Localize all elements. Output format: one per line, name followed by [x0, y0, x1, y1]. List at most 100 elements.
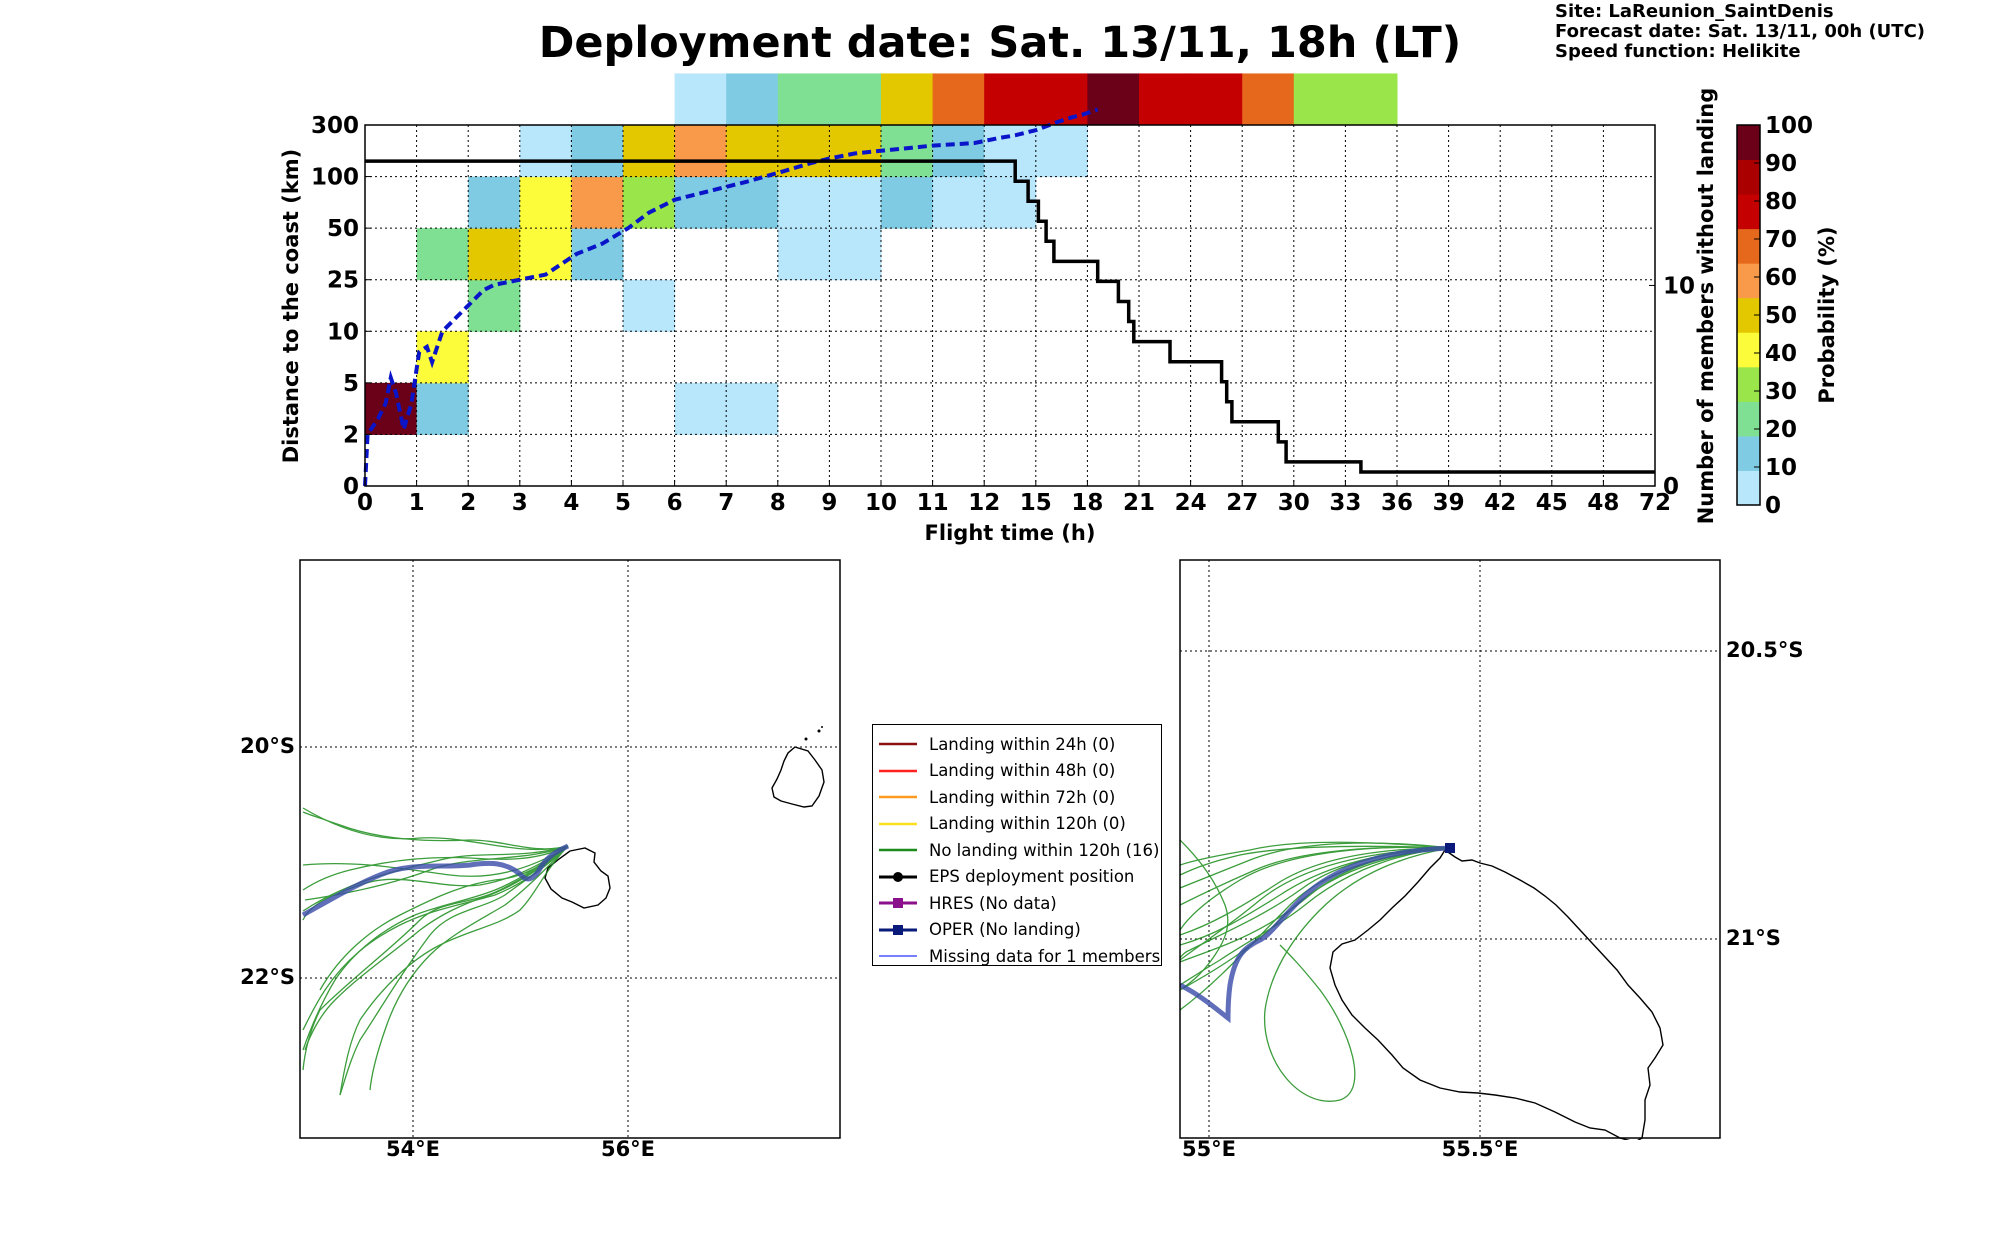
legend-symbol	[879, 898, 917, 909]
heatmap-cell	[468, 176, 521, 229]
x-tick-label: 0	[357, 490, 373, 516]
heatmap-cell	[1293, 73, 1346, 126]
legend-item-landing-120h: Landing within 120h (0)	[877, 811, 1161, 838]
legend-symbol	[879, 743, 917, 746]
map-left-frame	[299, 559, 841, 1139]
y-tick-label: 300	[311, 113, 359, 139]
legend-label: OPER (No landing)	[929, 920, 1081, 940]
map-left-lat-22: 22°S	[240, 965, 295, 989]
colorbar-tick-label: 20	[1765, 417, 1797, 443]
y-tick-label: 100	[311, 165, 359, 191]
map-right-lon-55-5: 55.5°E	[1442, 1137, 1519, 1161]
x-tick-label: 33	[1329, 490, 1361, 516]
x-tick-label: 72	[1639, 490, 1671, 516]
heatmap-cell	[829, 125, 882, 178]
heatmap-cell	[468, 228, 521, 281]
legend-label: Landing within 48h (0)	[929, 761, 1116, 781]
heatmap-cell	[674, 125, 727, 178]
legend-label: No landing within 120h (16)	[929, 840, 1160, 860]
map-right-frame	[1179, 559, 1721, 1139]
colorbar	[1737, 125, 1760, 506]
reunion-island-outline	[1329, 849, 1664, 1140]
colorbar-segment	[1737, 470, 1760, 506]
map-left-lat-20: 20°S	[240, 734, 295, 758]
colorbar-segment	[1737, 332, 1760, 368]
legend-item-eps-deployment: EPS deployment position	[877, 864, 1161, 891]
legend-symbol	[879, 769, 917, 772]
member-trajectories	[302, 807, 569, 1096]
y-axis-label: Distance to the coast (km)	[279, 149, 303, 464]
heatmap-cell	[416, 228, 469, 281]
colorbar-tick-label: 70	[1765, 227, 1797, 253]
legend-label: Landing within 72h (0)	[929, 787, 1116, 807]
heatmap-cell	[984, 125, 1037, 178]
heatmap-cell	[726, 125, 779, 178]
heatmap-cell	[881, 125, 934, 178]
heatmap-cell	[674, 176, 727, 229]
forecast-date-label: Forecast date: Sat. 13/11, 00h (UTC)	[1555, 21, 1926, 42]
legend-item-landing-72h: Landing within 72h (0)	[877, 784, 1161, 811]
x-tick-label: 2	[460, 490, 476, 516]
colorbar-frame	[1736, 124, 1761, 506]
heatmap-cell	[829, 73, 882, 126]
legend-item-missing-data: Missing data for 1 members	[877, 943, 1161, 970]
colorbar-segment	[1737, 366, 1760, 402]
islet-dot	[817, 729, 821, 733]
forecast-info: Site: LaReunion_SaintDenis Forecast date…	[1555, 2, 1925, 62]
right-axis-ticks: 0 10	[1649, 273, 1695, 500]
legend-symbol	[879, 849, 917, 852]
x-tick-label: 8	[770, 490, 786, 516]
oper-trajectory	[301, 843, 570, 918]
heatmap-cell	[1242, 73, 1295, 126]
colorbar-segment	[1737, 159, 1760, 195]
colorbar-tick-label: 30	[1765, 379, 1797, 405]
heatmap-cell	[777, 228, 830, 281]
map-left: 54°E 56°E 20°S 22°S	[240, 559, 841, 1161]
heatmap-cell	[1139, 73, 1192, 126]
heatmap-cell	[1345, 73, 1398, 126]
map-right-lat-21: 21°S	[1726, 926, 1781, 950]
y-tick-label: 5	[343, 371, 359, 397]
heatmap-cell	[1190, 73, 1243, 126]
legend-label: Missing data for 1 members	[929, 946, 1161, 966]
x-tick-label: 5	[615, 490, 631, 516]
legend-item-landing-48h: Landing within 48h (0)	[877, 758, 1161, 785]
legend-label: HRES (No data)	[929, 893, 1057, 913]
map-left-lon-56: 56°E	[601, 1137, 655, 1161]
legend-item-landing-24h: Landing within 24h (0)	[877, 731, 1161, 758]
map-right-lat-20-5: 20.5°S	[1726, 638, 1803, 662]
median-distance-line	[363, 107, 1099, 487]
y-tick-label: 25	[327, 268, 359, 294]
x-tick-label: 21	[1123, 490, 1155, 516]
heatmap-cell	[1035, 73, 1088, 126]
legend-item-hres: HRES (No data)	[877, 890, 1161, 917]
heatmap-cell	[1087, 73, 1140, 126]
speed-function-label: Speed function: Helikite	[1555, 41, 1801, 62]
heatmap-cell	[881, 73, 934, 126]
x-tick-label: 3	[512, 490, 528, 516]
colorbar-segment	[1737, 194, 1760, 230]
islet-dot	[804, 737, 808, 741]
heatmap-cell	[519, 125, 572, 178]
colorbar-segment	[1737, 263, 1760, 299]
colorbar-label: Probability (%)	[1815, 226, 1839, 403]
heatmap-cell	[829, 176, 882, 229]
right-tick-label: 10	[1663, 273, 1695, 299]
heatmap-cell	[726, 73, 779, 126]
colorbar-segment	[1737, 435, 1760, 471]
heatmap-cell	[571, 176, 624, 229]
member-trajectories	[1180, 839, 1451, 1102]
heatmap-cell	[519, 228, 572, 281]
members-without-landing-line	[365, 159, 1655, 474]
colorbar-segment	[1737, 401, 1760, 437]
legend-symbol	[879, 955, 917, 957]
y-tick-label: 50	[327, 216, 359, 242]
y-tick-label: 2	[343, 422, 359, 448]
heatmap-cell	[881, 176, 934, 229]
heatmap-cell	[777, 73, 830, 126]
x-tick-label: 42	[1484, 490, 1516, 516]
heatmap-cell	[674, 382, 727, 435]
x-tick-label: 4	[563, 490, 579, 516]
x-tick-label: 9	[821, 490, 837, 516]
